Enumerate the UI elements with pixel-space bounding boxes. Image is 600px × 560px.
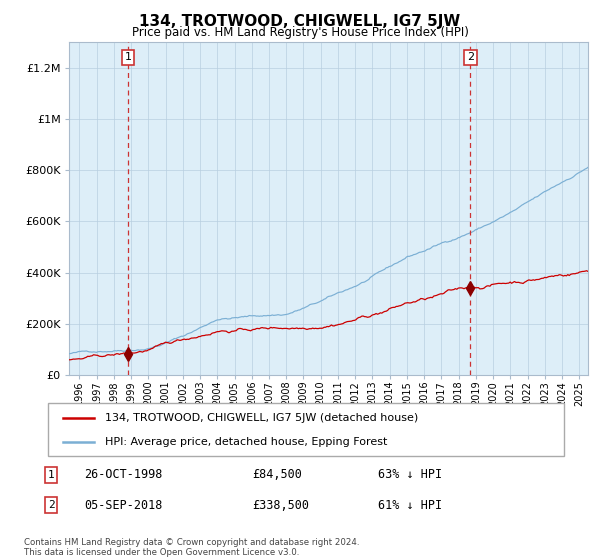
Text: 2: 2 <box>467 53 474 62</box>
Text: 2: 2 <box>47 500 55 510</box>
Text: £84,500: £84,500 <box>252 468 302 482</box>
Text: Contains HM Land Registry data © Crown copyright and database right 2024.
This d: Contains HM Land Registry data © Crown c… <box>24 538 359 557</box>
Text: £338,500: £338,500 <box>252 498 309 512</box>
Text: 1: 1 <box>47 470 55 480</box>
Text: 134, TROTWOOD, CHIGWELL, IG7 5JW (detached house): 134, TROTWOOD, CHIGWELL, IG7 5JW (detach… <box>105 413 418 423</box>
Text: 63% ↓ HPI: 63% ↓ HPI <box>378 468 442 482</box>
Text: 61% ↓ HPI: 61% ↓ HPI <box>378 498 442 512</box>
Text: 1: 1 <box>124 53 131 62</box>
Text: 26-OCT-1998: 26-OCT-1998 <box>84 468 163 482</box>
Text: 134, TROTWOOD, CHIGWELL, IG7 5JW: 134, TROTWOOD, CHIGWELL, IG7 5JW <box>139 14 461 29</box>
Text: 05-SEP-2018: 05-SEP-2018 <box>84 498 163 512</box>
Text: Price paid vs. HM Land Registry's House Price Index (HPI): Price paid vs. HM Land Registry's House … <box>131 26 469 39</box>
Text: HPI: Average price, detached house, Epping Forest: HPI: Average price, detached house, Eppi… <box>105 436 387 446</box>
